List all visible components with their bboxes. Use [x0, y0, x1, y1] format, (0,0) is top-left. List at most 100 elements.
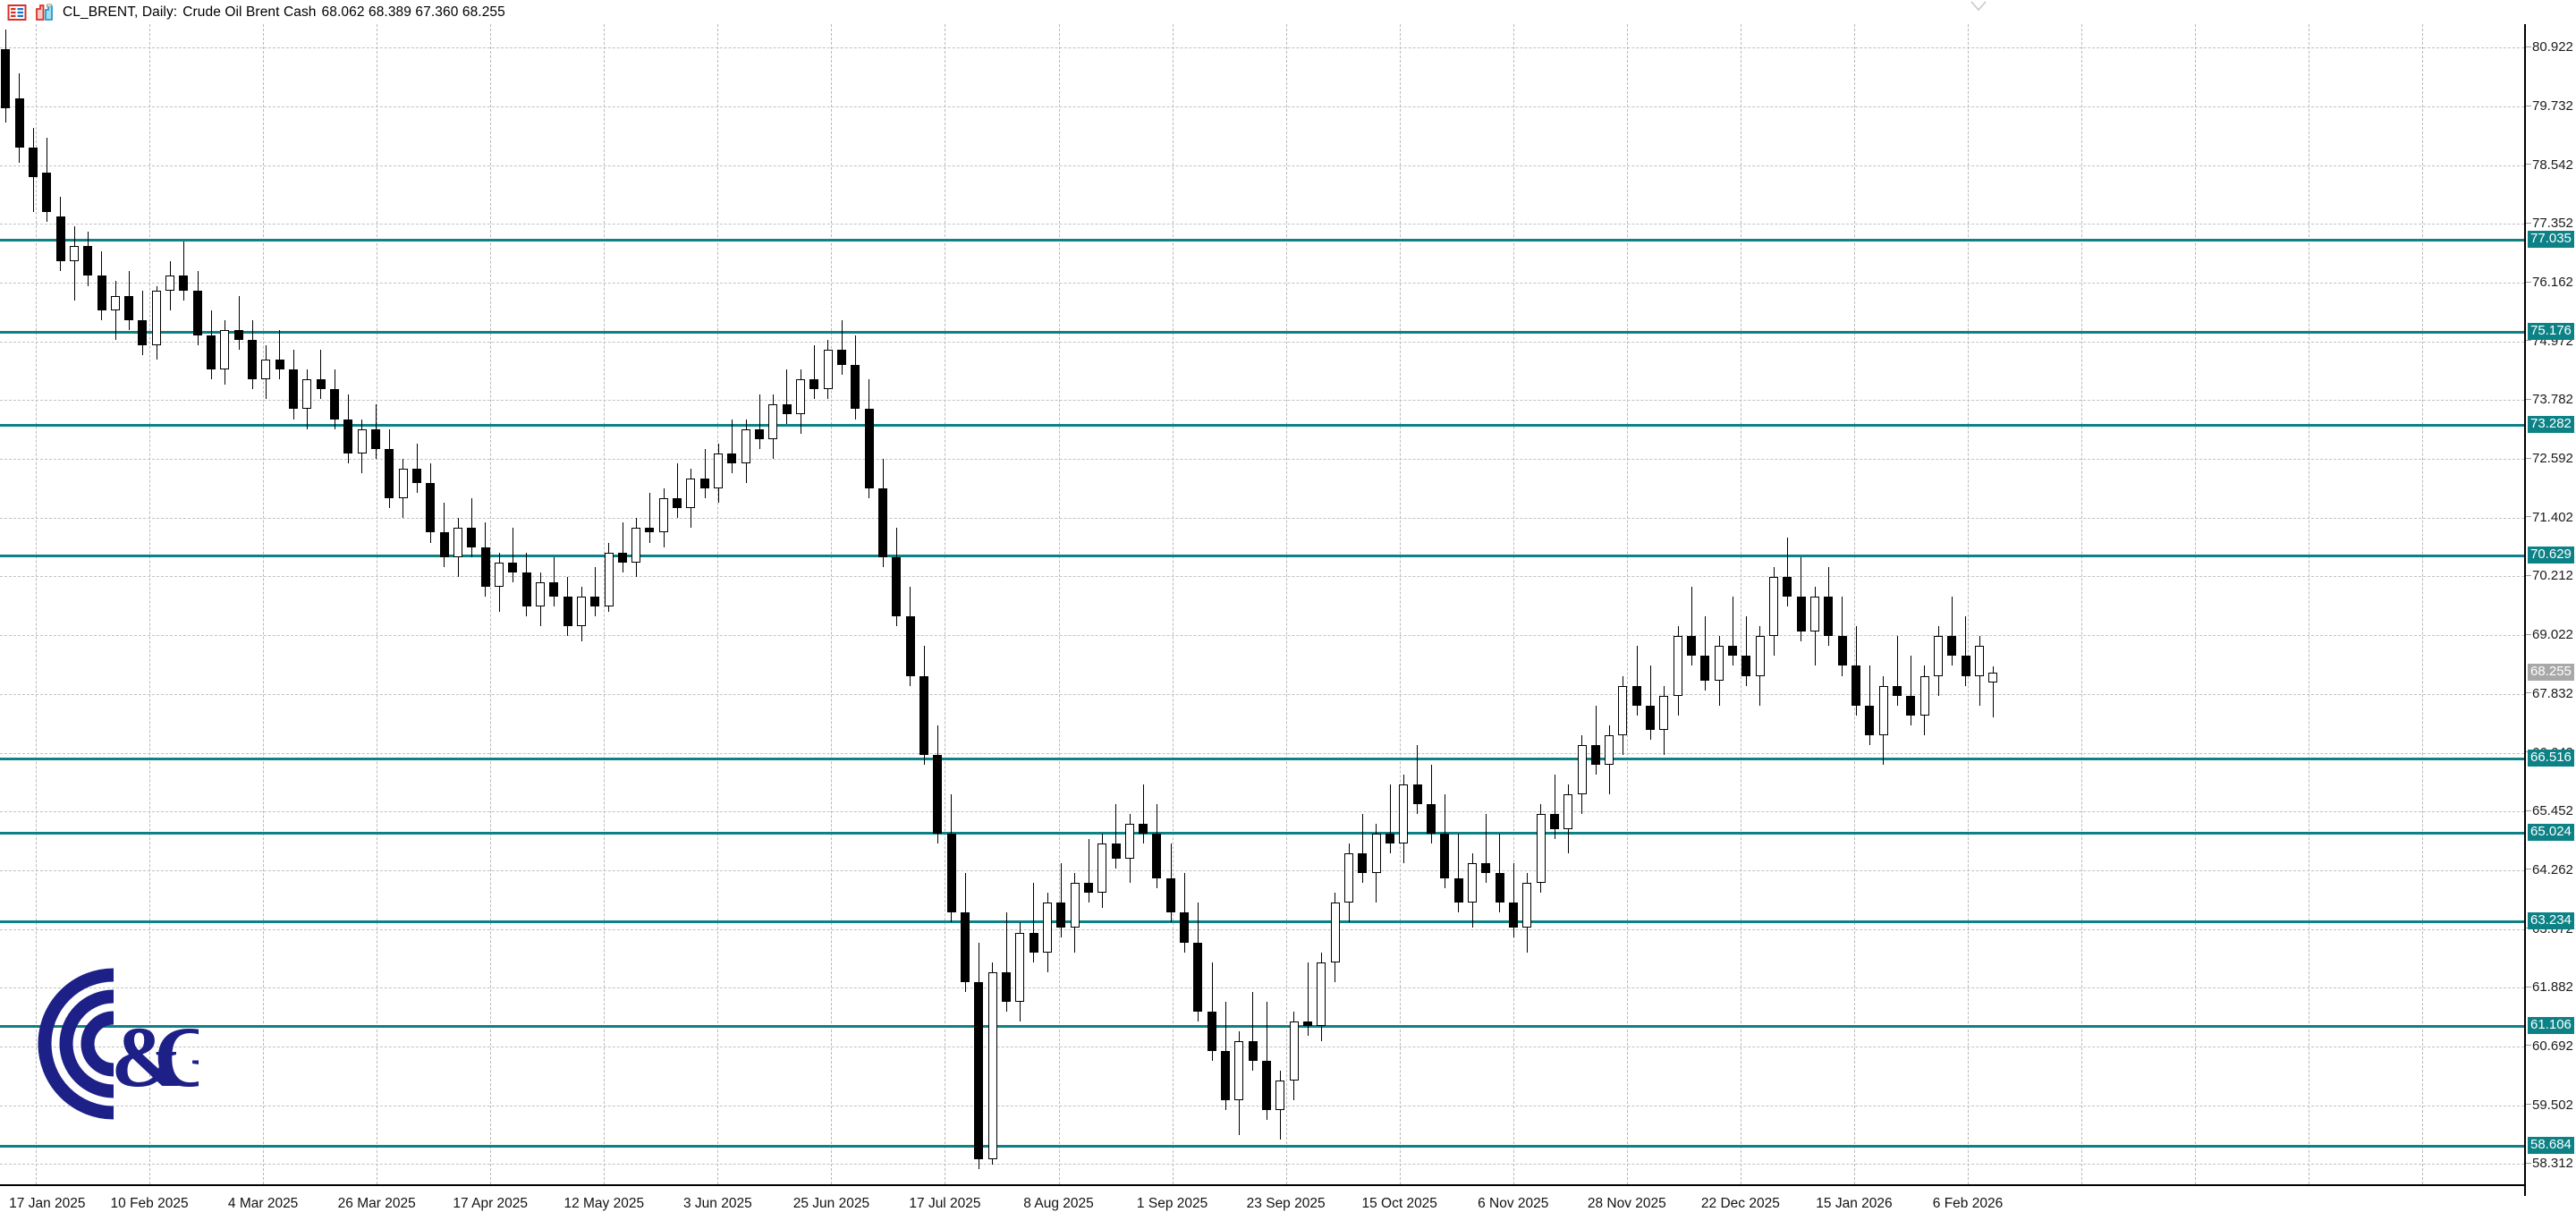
- time-tick-label: 26 Mar 2025: [337, 1196, 416, 1211]
- candle-body-bullish: [1275, 1081, 1284, 1111]
- price-level-label[interactable]: 65.024: [2528, 823, 2574, 841]
- price-tick-label: 72.592: [2526, 452, 2573, 465]
- candle-body-bearish: [522, 572, 531, 607]
- candle-body-bullish: [1659, 695, 1668, 731]
- time-tick-label: 6 Nov 2025: [1478, 1196, 1549, 1211]
- price-level-label[interactable]: 61.106: [2528, 1017, 2574, 1035]
- candle-wick: [732, 419, 733, 474]
- candle-wick: [1417, 744, 1418, 815]
- price-level-label[interactable]: 66.516: [2528, 750, 2574, 767]
- price-level-label[interactable]: 75.176: [2528, 322, 2574, 340]
- price-tick-label: 79.732: [2526, 99, 2573, 113]
- gridline-horizontal: [0, 517, 2524, 519]
- candle-body-bearish: [878, 487, 887, 558]
- candle-body-bullish: [1234, 1040, 1243, 1101]
- candle-body-bullish: [1934, 636, 1943, 676]
- price-level-label[interactable]: 73.282: [2528, 416, 2574, 434]
- price-tick-label: 73.782: [2526, 393, 2573, 406]
- candle-body-bullish: [1920, 675, 1929, 716]
- candle-body-bearish: [1893, 685, 1902, 696]
- svg-text:&: &: [111, 1009, 182, 1105]
- candle-body-bearish: [1783, 577, 1792, 598]
- price-level-line[interactable]: [0, 330, 2524, 334]
- price-level-line[interactable]: [0, 555, 2524, 558]
- candle-body-bearish: [508, 562, 517, 572]
- price-level-label[interactable]: 58.684: [2528, 1136, 2574, 1154]
- time-tick-label: 17 Jul 2025: [909, 1196, 981, 1211]
- candle-wick: [1513, 863, 1514, 938]
- gridline-vertical: [263, 24, 265, 1184]
- candle-body-bearish: [837, 350, 846, 365]
- time-tick-label: 3 Jun 2025: [682, 1196, 752, 1211]
- header-instrument: Crude Oil Brent Cash: [182, 4, 317, 20]
- gridline-horizontal: [0, 752, 2524, 754]
- gridline-horizontal: [0, 341, 2524, 343]
- price-tick-label: 70.212: [2526, 569, 2573, 582]
- price-level-label[interactable]: 63.234: [2528, 911, 2574, 929]
- ohlc-high: 68.389: [368, 4, 411, 20]
- candle-body-bullish: [1468, 863, 1477, 903]
- price-level-line[interactable]: [0, 238, 2524, 242]
- price-level-line[interactable]: [0, 758, 2524, 761]
- time-tick-label: 6 Feb 2026: [1932, 1196, 2004, 1211]
- current-price-label[interactable]: 68.255: [2528, 664, 2574, 682]
- candle-body-bearish: [1687, 636, 1696, 657]
- candle-body-bullish: [1071, 883, 1080, 928]
- gridline-horizontal: [0, 459, 2524, 461]
- price-level-line[interactable]: [0, 424, 2524, 428]
- price-level-line[interactable]: [0, 1025, 2524, 1029]
- candle-wick: [183, 241, 184, 301]
- table-view-icon[interactable]: [7, 4, 27, 21]
- gridline-vertical: [1285, 24, 1287, 1184]
- candle-body-bullish: [453, 527, 462, 558]
- candle-body-bearish: [1249, 1040, 1258, 1061]
- candle-wick: [1390, 784, 1391, 854]
- candle-body-bearish: [481, 547, 490, 588]
- time-tick-label: 12 May 2025: [564, 1196, 645, 1211]
- candle-wick: [1787, 537, 1788, 607]
- candle-wick: [1952, 597, 1953, 666]
- candle-body-bearish: [289, 369, 298, 410]
- gridline-horizontal: [0, 106, 2524, 108]
- candle-body-bearish: [426, 483, 435, 533]
- candle-body-bearish: [1112, 843, 1121, 859]
- candle-body-bullish: [399, 468, 408, 498]
- candle-wick: [814, 344, 815, 400]
- time-axis[interactable]: 17 Jan 2025 10 Feb 2025 4 Mar 2025 26 Mar 2…: [0, 1191, 2524, 1229]
- candle-body-bearish: [29, 147, 38, 178]
- candle-body-bearish: [467, 527, 476, 548]
- candle-wick: [705, 448, 706, 498]
- candle-wick: [649, 493, 650, 543]
- price-tick-label: 77.352: [2526, 216, 2573, 230]
- candle-body-bearish: [1193, 942, 1202, 1012]
- candle-body-bullish: [1372, 834, 1381, 874]
- candle-body-bearish: [385, 448, 394, 498]
- candle-wick: [1691, 587, 1692, 666]
- candle-body-bullish: [111, 295, 120, 311]
- price-axis-line: [2524, 20, 2526, 1196]
- candle-body-bearish: [343, 419, 352, 454]
- price-level-line[interactable]: [0, 1144, 2524, 1148]
- candle-body-bullish: [1975, 646, 1984, 676]
- price-level-label[interactable]: 77.035: [2528, 230, 2574, 248]
- gridline-horizontal: [0, 283, 2524, 284]
- price-level-line[interactable]: [0, 920, 2524, 923]
- gridline-vertical: [1513, 24, 1514, 1184]
- candle-body-bullish: [768, 403, 777, 439]
- candle-wick: [115, 280, 116, 341]
- price-level-line[interactable]: [0, 831, 2524, 835]
- candle-body-bearish: [1852, 665, 1860, 706]
- candle-body-bearish: [1427, 804, 1436, 835]
- candle-wick: [1252, 991, 1253, 1072]
- gridline-horizontal: [0, 811, 2524, 813]
- candle-body-bearish: [1166, 877, 1175, 913]
- price-level-label[interactable]: 70.629: [2528, 547, 2574, 564]
- plot-area[interactable]: & G: [0, 24, 2524, 1184]
- candle-body-bullish: [1563, 793, 1572, 829]
- candle-body-bearish: [1303, 1021, 1312, 1027]
- price-axis[interactable]: 80.922 79.732 78.542 77.352 76.162 74.972 73.7…: [2526, 0, 2576, 1229]
- candle-body-bearish: [1440, 834, 1449, 878]
- gridline-vertical: [1172, 24, 1174, 1184]
- candle-wick: [677, 463, 678, 518]
- chart-type-icon[interactable]: [35, 4, 55, 21]
